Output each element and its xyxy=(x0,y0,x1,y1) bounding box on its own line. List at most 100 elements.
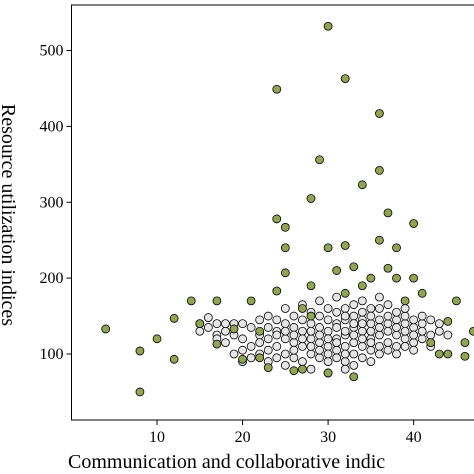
point xyxy=(280,319,290,329)
point xyxy=(272,286,282,296)
point xyxy=(238,319,247,329)
point xyxy=(349,300,359,310)
point xyxy=(221,338,230,348)
y-tick-label: 400 xyxy=(40,118,64,135)
point xyxy=(212,319,222,329)
point xyxy=(357,319,367,329)
point xyxy=(280,326,290,336)
point xyxy=(315,323,324,332)
point xyxy=(306,326,316,336)
point xyxy=(315,311,324,321)
point xyxy=(409,273,419,283)
point xyxy=(238,334,247,344)
point xyxy=(298,326,307,336)
point xyxy=(366,326,376,336)
point xyxy=(323,326,333,336)
point xyxy=(340,311,350,321)
point xyxy=(272,353,282,363)
point xyxy=(289,311,299,321)
point xyxy=(340,349,350,359)
point xyxy=(298,357,307,366)
point xyxy=(383,345,393,355)
point xyxy=(443,349,453,359)
point xyxy=(289,366,299,376)
point xyxy=(315,353,324,363)
point xyxy=(263,311,273,321)
point xyxy=(375,292,384,302)
point xyxy=(400,342,410,351)
point xyxy=(434,326,444,336)
point xyxy=(375,323,384,332)
point xyxy=(417,326,427,336)
point xyxy=(383,326,393,336)
point xyxy=(375,342,384,351)
point xyxy=(409,315,419,325)
point xyxy=(238,345,247,355)
point xyxy=(306,334,316,344)
point xyxy=(315,155,324,165)
point xyxy=(340,241,350,250)
point xyxy=(263,323,273,332)
point xyxy=(349,311,359,321)
point xyxy=(332,338,342,348)
point xyxy=(434,319,444,329)
point xyxy=(383,263,393,273)
point xyxy=(212,296,222,306)
point xyxy=(323,349,333,359)
point xyxy=(315,345,324,355)
point xyxy=(383,300,393,310)
point xyxy=(366,273,376,283)
point xyxy=(357,326,367,336)
point xyxy=(443,330,453,340)
point xyxy=(315,296,324,306)
point xyxy=(417,334,427,344)
point xyxy=(289,345,299,355)
x-tick-label: 40 xyxy=(406,429,422,446)
point xyxy=(298,342,307,351)
point xyxy=(332,307,342,317)
x-tick-label: 30 xyxy=(320,429,336,446)
point xyxy=(280,360,290,370)
point xyxy=(323,21,333,31)
point xyxy=(340,326,350,336)
point xyxy=(298,334,307,344)
point xyxy=(357,342,367,351)
point xyxy=(417,311,427,321)
point xyxy=(323,315,333,325)
point xyxy=(409,323,419,332)
point xyxy=(392,330,401,340)
point xyxy=(263,363,273,373)
point xyxy=(101,324,111,334)
point xyxy=(349,338,359,348)
point xyxy=(332,266,342,275)
point xyxy=(289,353,299,363)
point xyxy=(135,387,145,397)
point xyxy=(366,304,376,313)
point xyxy=(400,311,410,321)
point xyxy=(298,304,307,313)
point xyxy=(152,334,162,344)
point xyxy=(332,323,342,332)
point xyxy=(460,351,470,361)
point xyxy=(451,296,461,306)
point xyxy=(315,330,324,340)
point xyxy=(349,330,359,340)
point xyxy=(306,281,316,291)
point xyxy=(272,315,282,325)
point xyxy=(306,342,316,351)
point xyxy=(272,330,282,340)
point xyxy=(246,296,256,306)
point xyxy=(280,243,290,253)
point xyxy=(392,307,401,317)
point xyxy=(246,323,256,332)
point xyxy=(229,324,239,334)
point xyxy=(357,334,367,344)
point xyxy=(306,364,316,374)
point xyxy=(238,354,247,364)
x-tick-label: 20 xyxy=(235,429,251,446)
point xyxy=(289,323,299,332)
point xyxy=(366,345,376,355)
point xyxy=(366,319,376,329)
point xyxy=(306,349,316,359)
